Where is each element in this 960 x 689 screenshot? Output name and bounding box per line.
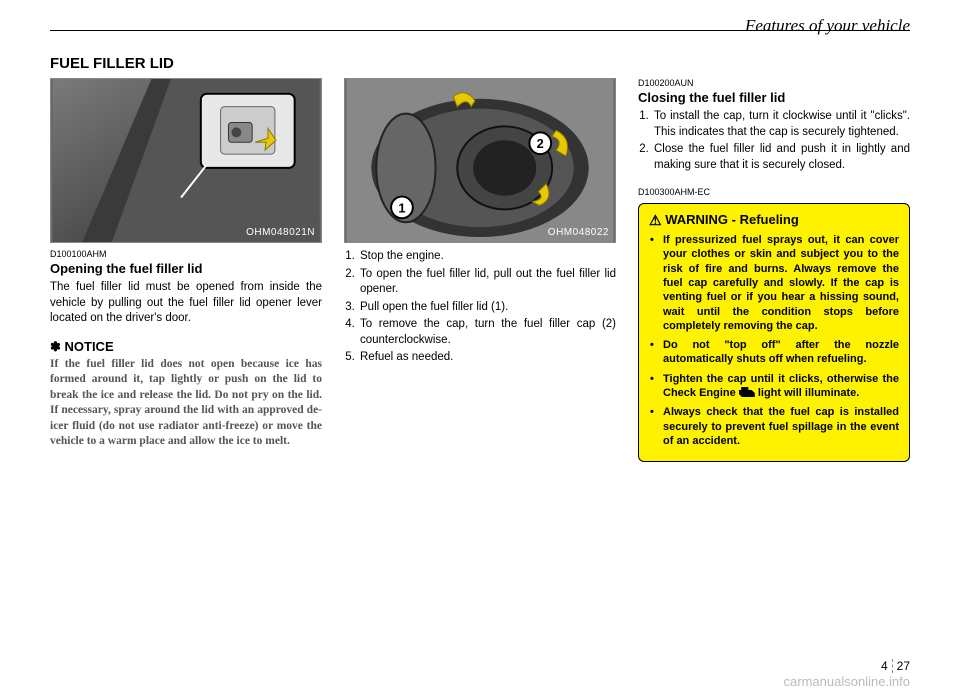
column-2: 1 2 OHM048022 Stop the engine. To open t… bbox=[344, 78, 616, 462]
manual-page: Features of your vehicle FUEL FILLER LID bbox=[0, 0, 960, 689]
notice-heading: ✽ NOTICE bbox=[50, 339, 322, 355]
svg-text:2: 2 bbox=[537, 136, 544, 151]
content-columns: OHM048021N D100100AHM Opening the fuel f… bbox=[50, 78, 910, 462]
column-1: OHM048021N D100100AHM Opening the fuel f… bbox=[50, 78, 322, 462]
header-section-title: Features of your vehicle bbox=[737, 16, 910, 36]
figure-opener-lever: OHM048021N bbox=[50, 78, 322, 243]
list-item: To install the cap, turn it clockwise un… bbox=[652, 109, 910, 140]
list-item: Stop the engine. bbox=[358, 249, 616, 265]
page-number: 4 27 bbox=[881, 659, 910, 673]
subheading-opening: Opening the fuel filler lid bbox=[50, 261, 322, 276]
code-ref-3: D100300AHM-EC bbox=[638, 187, 910, 197]
engine-icon bbox=[739, 387, 755, 397]
subheading-closing: Closing the fuel filler lid bbox=[638, 90, 910, 105]
warning-title-text: WARNING - Refueling bbox=[665, 212, 799, 227]
figure-fuel-cap: 1 2 OHM048022 bbox=[344, 78, 616, 243]
warning-icon: ⚠ bbox=[649, 212, 662, 229]
warning-box: ⚠ WARNING - Refueling If pressurized fue… bbox=[638, 203, 910, 462]
list-item: To remove the cap, turn the fuel filler … bbox=[358, 317, 616, 348]
figure-label-2: OHM048022 bbox=[548, 227, 609, 238]
chapter-number: 4 bbox=[881, 659, 893, 673]
header-rule bbox=[50, 30, 910, 31]
warning-title: ⚠ WARNING - Refueling bbox=[649, 212, 899, 229]
svg-text:1: 1 bbox=[398, 200, 405, 215]
code-ref-1: D100100AHM bbox=[50, 249, 322, 259]
opening-body-text: The fuel filler lid must be opened from … bbox=[50, 280, 322, 327]
list-item: Always check that the fuel cap is instal… bbox=[661, 405, 899, 448]
close-steps-list: To install the cap, turn it clockwise un… bbox=[638, 109, 910, 173]
open-steps-list: Stop the engine. To open the fuel filler… bbox=[344, 249, 616, 366]
column-3: D100200AUN Closing the fuel filler lid T… bbox=[638, 78, 910, 462]
notice-body: If the fuel filler lid does not open bec… bbox=[50, 357, 322, 450]
figure-label-1: OHM048021N bbox=[246, 227, 315, 238]
list-item: Refuel as needed. bbox=[358, 350, 616, 366]
list-item: If pressurized fuel sprays out, it can c… bbox=[661, 233, 899, 333]
warning-list: If pressurized fuel sprays out, it can c… bbox=[649, 233, 899, 448]
watermark: carmanualsonline.info bbox=[784, 674, 910, 689]
code-ref-2: D100200AUN bbox=[638, 78, 910, 88]
list-item: Pull open the fuel filler lid (1). bbox=[358, 300, 616, 316]
list-item: Tighten the cap until it clicks, otherwi… bbox=[661, 372, 899, 401]
main-heading: FUEL FILLER LID bbox=[50, 55, 910, 72]
list-item: Do not "top off" after the nozzle automa… bbox=[661, 338, 899, 367]
page-num: 27 bbox=[897, 659, 910, 673]
list-item: To open the fuel filler lid, pull out th… bbox=[358, 267, 616, 298]
list-item: Close the fuel filler lid and push it in… bbox=[652, 142, 910, 173]
